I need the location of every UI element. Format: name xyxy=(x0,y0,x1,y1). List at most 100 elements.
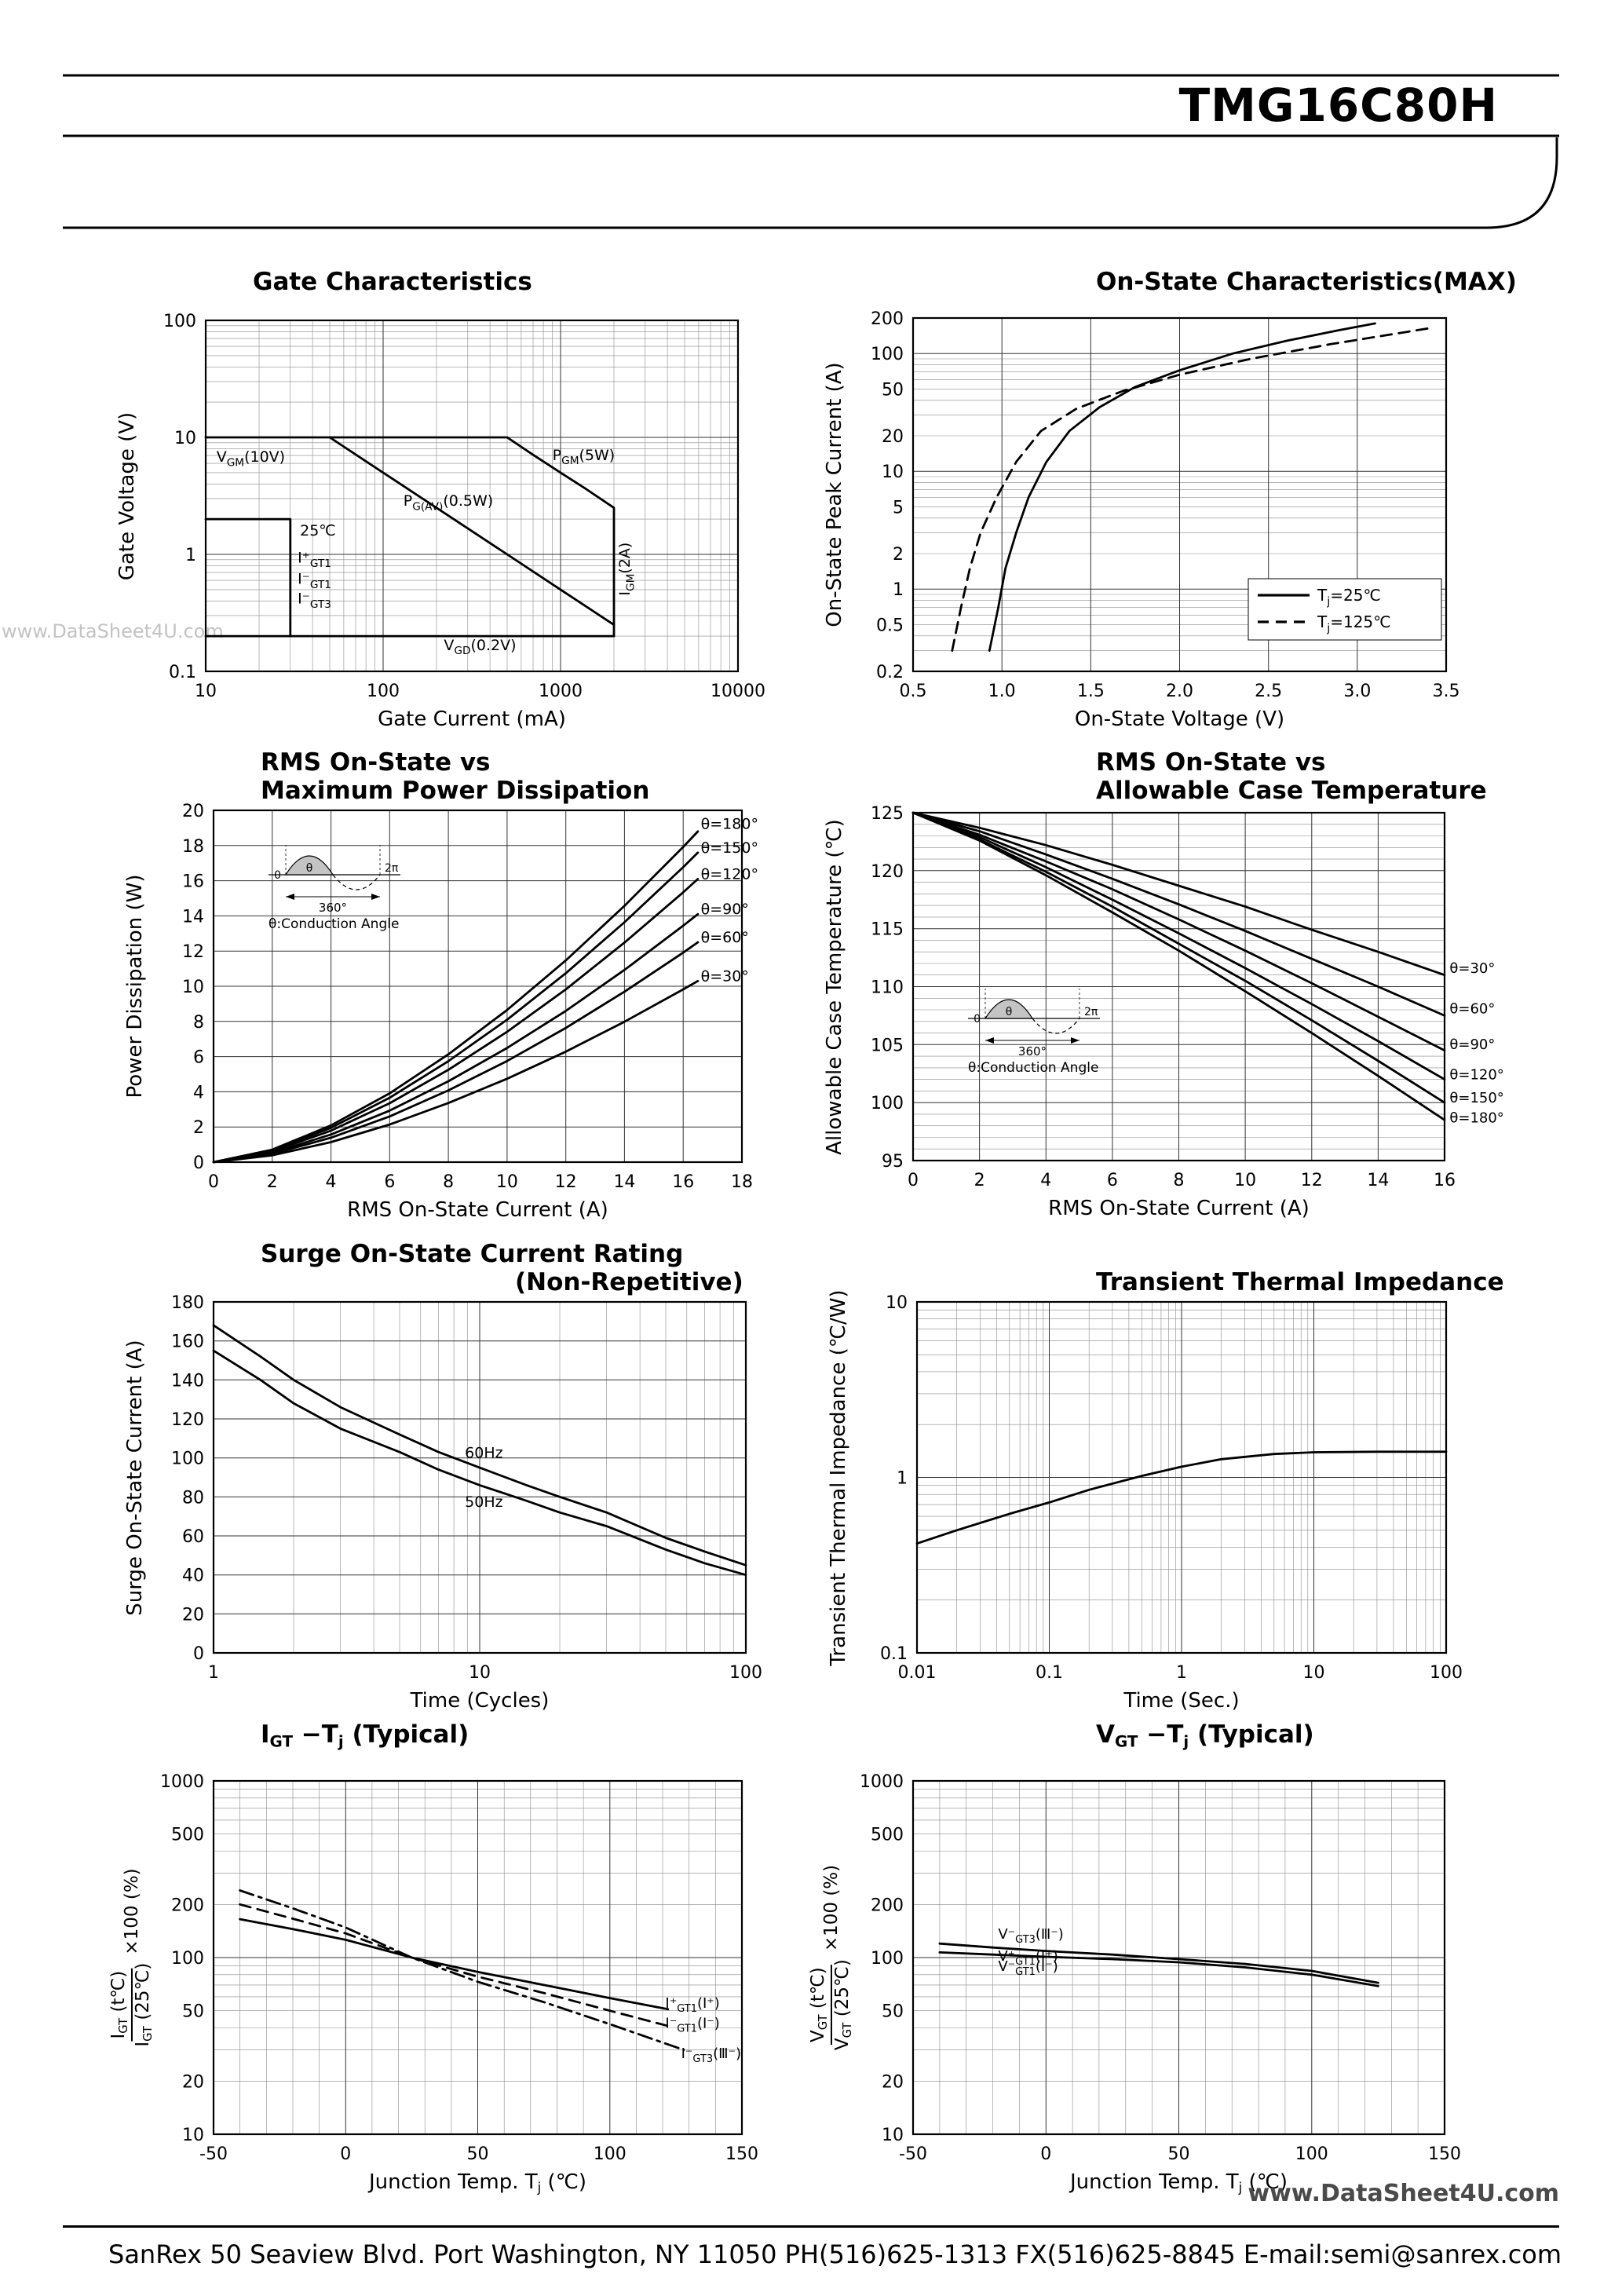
x-tick-label: 10000 xyxy=(711,682,765,701)
inset-2pi-label: 2π xyxy=(1084,1006,1098,1018)
x-tick-label: 18 xyxy=(731,1172,753,1192)
y-tick-label: 10 xyxy=(882,2126,904,2145)
legend-label: Tj=25℃ xyxy=(1317,586,1381,609)
series-vgt3-minus xyxy=(938,1942,1379,1984)
x-tick-label: 2.0 xyxy=(1166,682,1193,701)
x-tick-label: 14 xyxy=(1367,1171,1389,1190)
plot-frame xyxy=(212,809,743,1164)
y-tick-label: 100 xyxy=(171,1450,204,1469)
x-tick-label: 16 xyxy=(672,1172,694,1192)
y-tick-label: 0.5 xyxy=(876,616,904,635)
x-tick-label: 0 xyxy=(208,1172,219,1192)
y-tick-label: 20 xyxy=(182,802,204,821)
annotation: θ=60° xyxy=(701,929,749,946)
series-theta-120 xyxy=(212,878,700,1164)
series-theta-180 xyxy=(212,830,700,1164)
tick-labels: -50 0 50 100 150 10 20 50 100 200 500 1000 xyxy=(860,1772,1461,2164)
annotation: V⁻GT3(Ⅲ⁻) xyxy=(998,1926,1064,1946)
x-tick-label: 8 xyxy=(443,1172,454,1192)
x-tick-label: 4 xyxy=(1040,1171,1051,1190)
annotation: VGD(0.2V) xyxy=(444,637,516,657)
x-tick-label: 100 xyxy=(729,1663,762,1683)
x-tick-label: 0.5 xyxy=(900,682,927,701)
series-50hz xyxy=(212,1349,747,1577)
y-axis-label: Transient Thermal Impedance (℃/W) xyxy=(827,1289,850,1666)
tick-labels: 1 10 100 0 20 40 60 80 100 120 140 160 180 xyxy=(171,1293,762,1683)
x-tick-label: 1 xyxy=(1176,1663,1187,1683)
y-tick-label: 16 xyxy=(182,872,204,892)
series-theta-30 xyxy=(911,811,1446,977)
x-tick-label: 50 xyxy=(1168,2144,1190,2164)
chart-title: RMS On-State vs xyxy=(1096,748,1326,777)
annotation: θ=60° xyxy=(1449,1000,1495,1017)
y-tick-label: 18 xyxy=(182,837,204,857)
series-igt3-minus xyxy=(239,1889,685,2052)
y-tick-label: 0.1 xyxy=(169,663,196,682)
x-tick-label: 12 xyxy=(1301,1171,1323,1190)
x-tick-label: 0 xyxy=(1040,2144,1051,2164)
x-tick-label: 10 xyxy=(195,682,217,701)
y-axis-label: IGT (t℃) IGT (25℃) ×100 (%) xyxy=(108,1868,155,2047)
y-tick-label: 500 xyxy=(171,1826,204,1845)
x-tick-label: 3.5 xyxy=(1433,682,1460,701)
chart-title: RMS On-State vs xyxy=(261,748,491,777)
y-tick-label: 20 xyxy=(882,2072,904,2092)
x-tick-label: 3.0 xyxy=(1343,682,1371,701)
y-tick-label: 180 xyxy=(171,1293,204,1313)
annotation: θ=30° xyxy=(701,967,749,985)
chart-title: On-State Characteristics(MAX) xyxy=(1096,268,1517,296)
plot-on-state-characteristics-max: 0.5 1.0 1.5 2.0 2.5 3.0 3.50.20.51251020501002… xyxy=(871,309,1460,701)
product-title: TMG16C80H xyxy=(1178,79,1498,132)
annotation: θ=150° xyxy=(701,839,758,857)
annotation: PG(AV)(0.5W) xyxy=(404,492,493,513)
x-tick-label: 4 xyxy=(326,1172,337,1192)
x-tick-label: 10 xyxy=(469,1663,491,1683)
inset-theta-label: θ xyxy=(1006,1006,1013,1018)
x-axis-label: Time (Sec.) xyxy=(1123,1689,1240,1713)
annotation: θ=150° xyxy=(1449,1090,1503,1106)
series-theta-150 xyxy=(212,851,700,1164)
conduction-angle-inset: 0 2π θ 360° θ:Conduction Angle xyxy=(968,989,1100,1076)
header-tab-curve xyxy=(63,137,1558,229)
y-tick-label: 100 xyxy=(871,1094,904,1113)
annotation: θ=180° xyxy=(701,816,758,833)
plot-vgt-vs-tj: -50 0 50 100 150 10 20 50 100 200 500 1000 V⁻GT3(Ⅲ⁻)… xyxy=(860,1772,1461,2164)
y-tick-label: 10 xyxy=(182,978,204,997)
x-tick-label: -50 xyxy=(199,2144,228,2164)
inset-zero-label: 0 xyxy=(974,1013,981,1026)
y-axis-label: On-State Peak Current (A) xyxy=(823,362,846,627)
y-tick-label: 40 xyxy=(182,1567,204,1586)
annotation: VGM(10V) xyxy=(217,448,285,469)
plot-rms-on-state-vs-maximum-power-dissipation: 0 2 4 6 8 10 12 14 16 18 0 2 4 6 8 10 12 14 16 18 20 θ=180° θ=… xyxy=(182,802,758,1192)
tick-labels: 10 100 1000 10000 0.1 1 10 100 xyxy=(163,312,765,701)
annotation: PGM(5W) xyxy=(553,447,616,467)
series-vgt1 xyxy=(938,1951,1379,1987)
series-60hz xyxy=(212,1324,747,1567)
y-tick-label: 10 xyxy=(174,429,196,448)
y-tick-label: 1 xyxy=(897,1469,908,1489)
series-zth xyxy=(915,1450,1448,1545)
plot-frame xyxy=(915,1300,1448,1654)
y-tick-label: 0.2 xyxy=(876,663,904,682)
series-theta-60 xyxy=(212,941,700,1164)
plot-igt-vs-tj: -50 0 50 100 150 10 20 50 100 200 500 1000 I⁺GT1(Ⅰ⁺)… xyxy=(160,1772,758,2164)
annotation: θ=90° xyxy=(1449,1036,1495,1053)
series-trigger-boundary xyxy=(204,517,292,638)
y-tick-label: 12 xyxy=(182,942,204,962)
series-theta-60 xyxy=(911,811,1446,1017)
annotation: θ=90° xyxy=(701,901,749,918)
y-tick-label: 20 xyxy=(882,427,904,447)
annotation: IGM(2A) xyxy=(616,543,637,596)
x-axis-label: RMS On-State Current (A) xyxy=(347,1198,608,1222)
footer-rule xyxy=(63,2225,1559,2228)
x-axis-label: On-State Voltage (V) xyxy=(1074,707,1285,731)
y-tick-label: 10 xyxy=(886,1293,908,1313)
inset-caption: θ:Conduction Angle xyxy=(968,1060,1098,1076)
x-axis-label: Gate Current (mA) xyxy=(378,707,566,731)
x-tick-label: 2 xyxy=(974,1171,985,1190)
annotation: θ=120° xyxy=(701,865,758,883)
